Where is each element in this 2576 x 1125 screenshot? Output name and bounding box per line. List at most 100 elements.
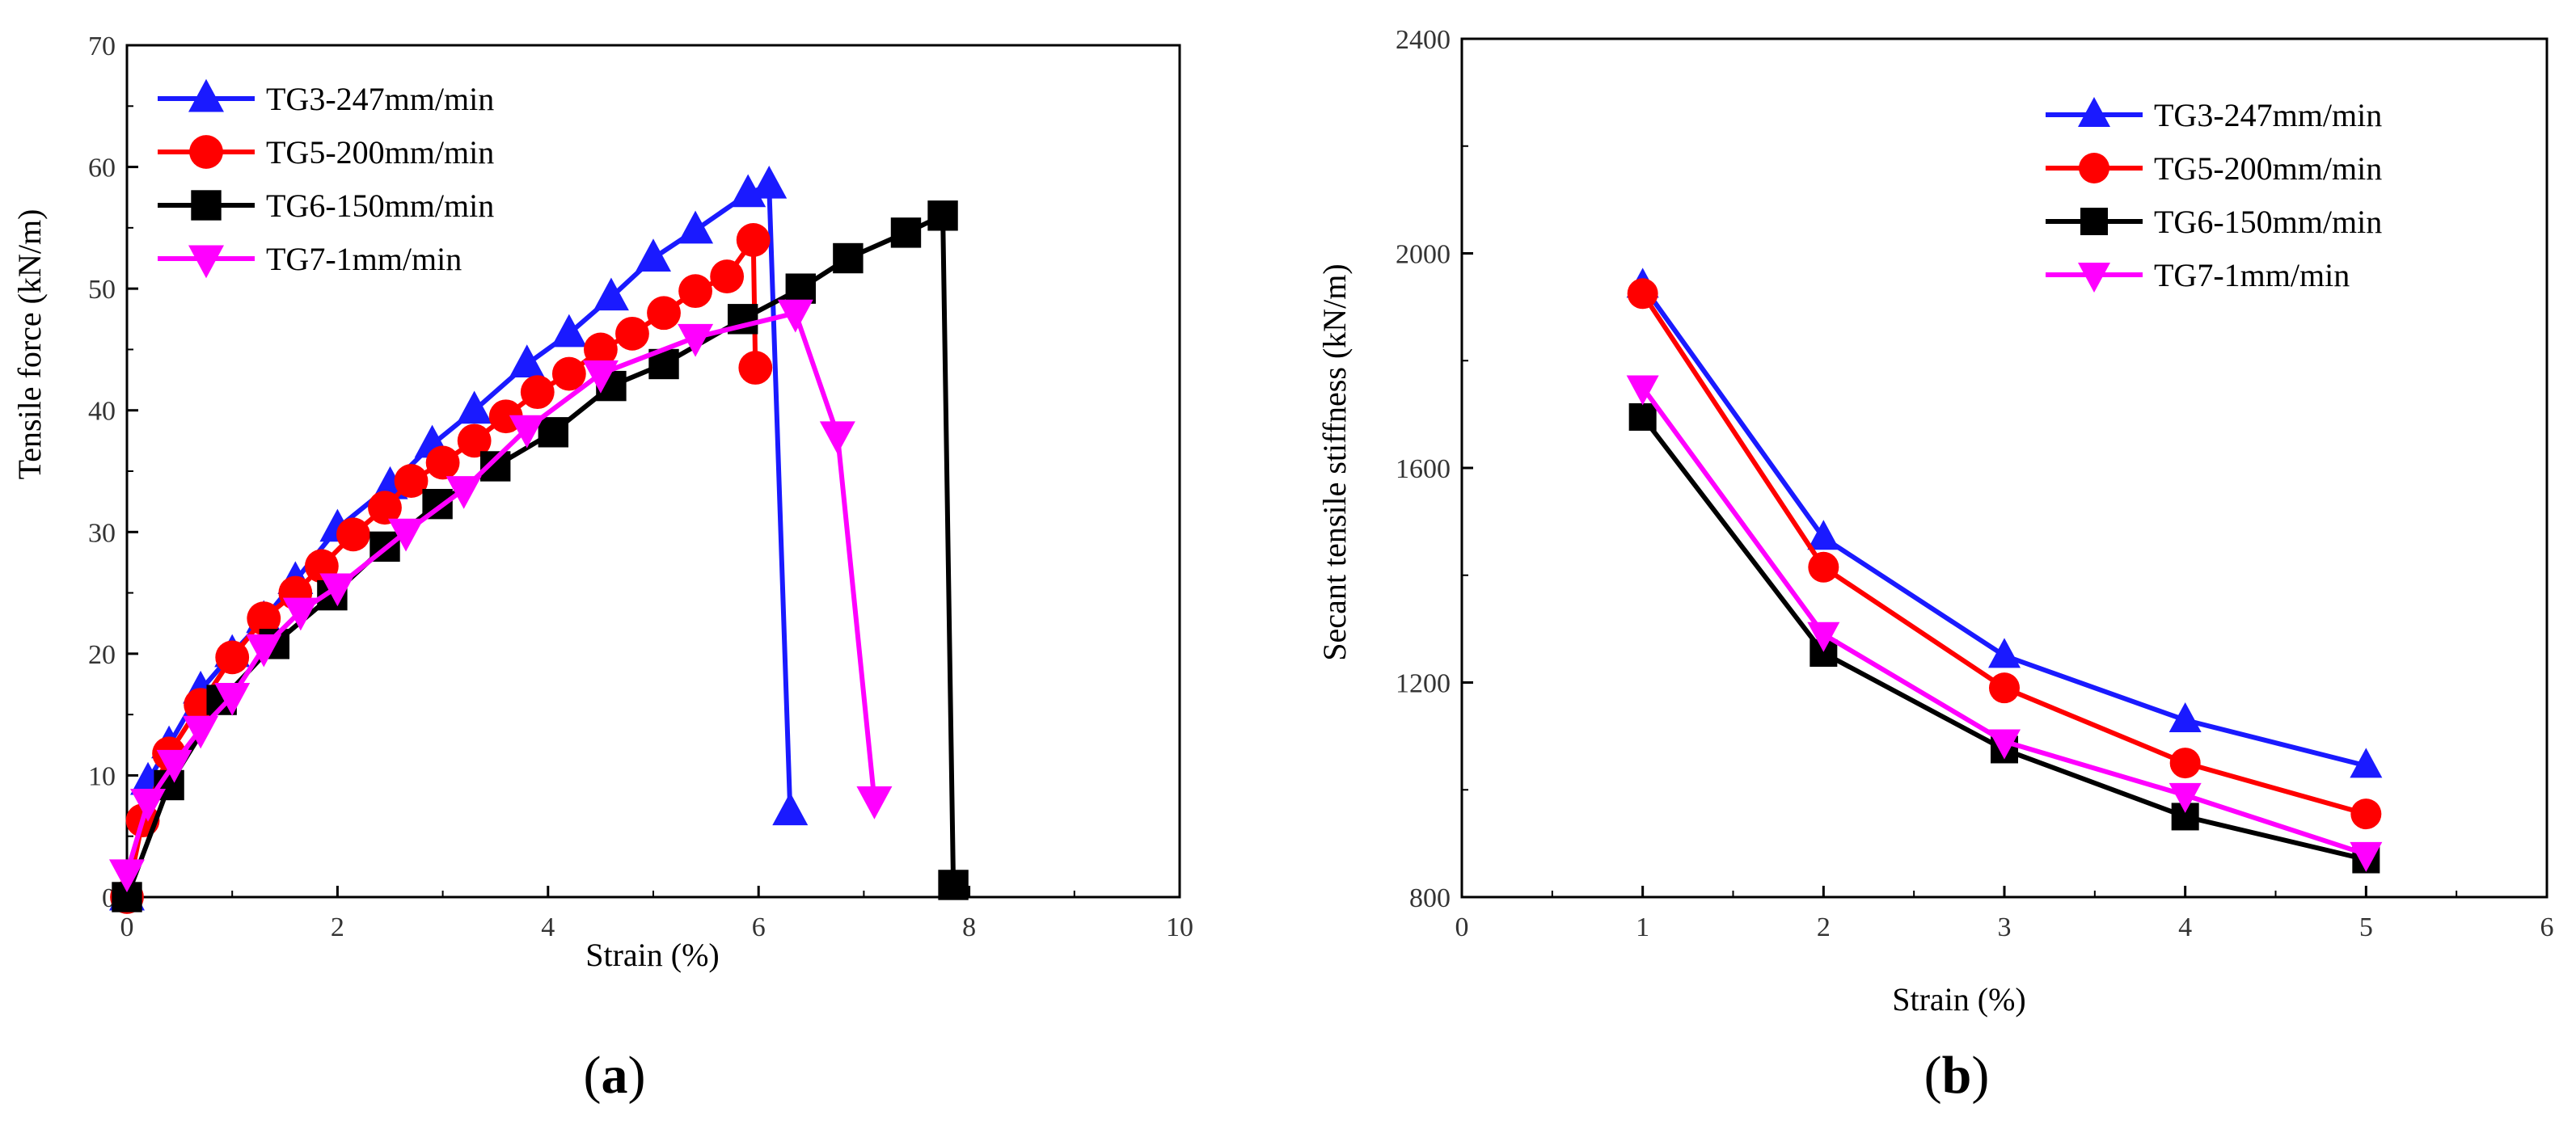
data-point <box>710 259 745 293</box>
data-point <box>388 518 424 552</box>
series-line <box>125 213 956 899</box>
data-point <box>647 296 681 331</box>
legend-marker <box>2080 208 2108 235</box>
y-tick-label: 70 <box>88 32 116 61</box>
data-point <box>772 792 809 826</box>
data-point <box>1807 520 1840 550</box>
data-point <box>183 715 219 749</box>
y-tick-label: 50 <box>88 275 116 305</box>
legend-marker <box>2078 263 2110 293</box>
data-point <box>2168 782 2202 813</box>
data-point <box>736 223 771 257</box>
data-point <box>509 344 545 377</box>
y-axis-label-b: Secant tensile stiffness (kN/m) <box>1316 263 1353 660</box>
x-tick-label: 6 <box>2540 912 2554 942</box>
y-tick-label: 1200 <box>1396 669 1451 699</box>
chart-panel-b: Secant tensile stiffness (kN/m) Strain (… <box>1316 25 2554 1105</box>
legend-marker <box>189 135 223 169</box>
data-point <box>678 210 714 244</box>
x-tick-label: 0 <box>1455 912 1469 942</box>
plot-area-a: 0 2 4 6 8 10010203040506070TG3-247mm/minTG5-2… <box>88 32 1193 942</box>
data-point <box>2350 748 2383 778</box>
legend-label: TG5-200mm/min <box>266 134 494 171</box>
x-tick-label: 1 <box>1636 912 1649 942</box>
data-point <box>109 859 145 893</box>
data-point <box>730 174 766 208</box>
data-point <box>890 217 922 248</box>
series-line <box>125 310 877 874</box>
y-tick-label: 800 <box>1409 883 1451 913</box>
x-tick-label: 2 <box>1817 912 1831 942</box>
data-point <box>819 421 855 455</box>
data-point <box>2350 841 2383 872</box>
data-point <box>446 476 482 509</box>
data-point <box>156 749 192 783</box>
data-point <box>1989 672 2020 704</box>
data-point <box>282 597 319 631</box>
data-point <box>593 277 629 311</box>
data-point <box>246 634 282 668</box>
data-point <box>2169 748 2201 779</box>
data-point <box>777 299 813 333</box>
panel-label-a: (a) <box>584 1046 646 1105</box>
data-point <box>2168 702 2202 732</box>
data-point <box>2350 798 2382 830</box>
y-tick-label: 2400 <box>1396 25 1451 55</box>
data-point <box>1627 278 1658 310</box>
x-tick-label: 6 <box>752 912 766 942</box>
data-point <box>751 165 788 199</box>
data-point <box>368 491 402 525</box>
data-point <box>520 375 555 410</box>
x-tick-label: 5 <box>2359 912 2373 942</box>
x-tick-label: 8 <box>962 912 976 942</box>
data-point <box>1626 375 1659 406</box>
data-point <box>615 316 649 351</box>
data-point <box>425 445 460 480</box>
y-tick-label: 40 <box>88 397 116 427</box>
data-point <box>247 601 281 636</box>
data-point <box>833 242 864 274</box>
x-tick-label: 2 <box>331 912 344 942</box>
data-point <box>636 238 671 272</box>
chart-panel-a: Tensile force (kN/m) Strain (%) (a) 0 2 4 6… <box>11 32 1193 1105</box>
x-axis-label-b: Strain (%) <box>1892 981 2026 1018</box>
legend-marker <box>188 245 224 279</box>
data-point <box>457 423 492 458</box>
legend-marker <box>2078 97 2110 127</box>
data-point <box>1628 402 1657 431</box>
data-point <box>938 870 969 900</box>
x-tick-label: 4 <box>2178 912 2192 942</box>
y-tick-label: 2000 <box>1396 240 1451 270</box>
y-axis-label-a: Tensile force (kN/m) <box>11 209 48 480</box>
legend-marker <box>2079 153 2109 183</box>
x-tick-label: 10 <box>1166 912 1193 942</box>
data-point <box>336 517 370 552</box>
legend-marker <box>188 78 224 112</box>
legend: TG3-247mm/min TG5-200mm/min TG6-150mm/min T… <box>158 78 494 279</box>
x-tick-label: 0 <box>120 912 134 942</box>
data-point <box>1807 621 1840 652</box>
y-tick-label: 1600 <box>1396 454 1451 484</box>
data-point <box>1808 551 1839 583</box>
series-TG7-1mm/min <box>109 299 893 893</box>
x-tick-label: 3 <box>1998 912 2012 942</box>
data-point <box>215 640 250 675</box>
data-point <box>738 351 773 385</box>
y-tick-label: 60 <box>88 154 116 183</box>
data-point <box>456 390 492 424</box>
data-point <box>856 786 893 820</box>
x-axis-label-a: Strain (%) <box>585 937 720 973</box>
data-point <box>785 273 816 304</box>
series-line <box>125 237 758 898</box>
legend-label: TG3-247mm/min <box>2154 97 2382 133</box>
data-point <box>927 200 958 231</box>
data-point <box>551 314 587 348</box>
y-tick-label: 20 <box>88 640 116 670</box>
legend-marker <box>191 190 222 221</box>
series-TG7-1mm/min <box>1626 375 2383 872</box>
series-TG5-200mm/min <box>110 223 773 914</box>
series-TG6-150mm/min <box>112 200 969 912</box>
y-tick-label: 30 <box>88 518 116 548</box>
plot-frame <box>1460 37 2549 899</box>
